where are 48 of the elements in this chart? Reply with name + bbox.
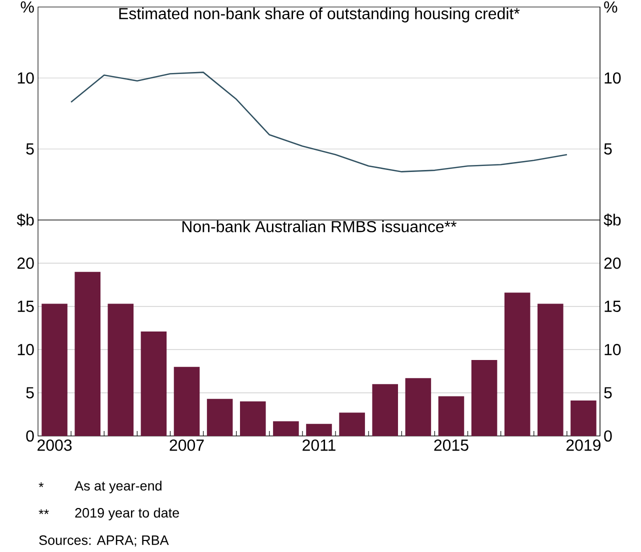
y2-tick-label: 15: [604, 300, 621, 312]
bar: [538, 304, 564, 436]
bar: [471, 360, 498, 436]
y2-tick-label: 10: [604, 344, 621, 356]
bar: [108, 304, 134, 436]
bar: [405, 378, 432, 436]
y-tick-label: 5: [26, 387, 34, 398]
chart-title: Non-bank Australian RMBS issuance**: [182, 220, 457, 232]
y2-tick-label: %: [604, 1, 618, 13]
bar: [372, 384, 398, 436]
text: **: [38, 509, 49, 514]
y-tick-label: %: [20, 1, 34, 13]
chart-title: Estimated non-bank share of outstanding housing credit*: [119, 8, 520, 22]
y2-tick-label: $b: [604, 214, 621, 226]
x-tick-label: 2011: [302, 440, 336, 451]
y2-tick-label: 10: [604, 72, 621, 84]
y2-tick-label: 5: [604, 143, 612, 155]
y-tick-label: $b: [16, 214, 34, 226]
bar: [570, 400, 596, 436]
y-tick-label: 15: [18, 300, 34, 312]
bar: [42, 304, 68, 436]
y2-tick-label: 5: [604, 387, 612, 398]
bar: [438, 396, 464, 436]
y-tick-label: 10: [18, 72, 34, 84]
text: As at year-end: [74, 480, 162, 494]
line-series: [70, 72, 568, 172]
bar: [240, 401, 266, 436]
x-tick-label: 2015: [434, 440, 468, 451]
x-tick-label: 2007: [170, 440, 204, 451]
x-tick-label: 2003: [38, 440, 72, 451]
y2-tick-label: 20: [604, 258, 621, 269]
y-tick-label: 5: [26, 143, 34, 155]
bar: [140, 331, 167, 436]
y-tick-label: 20: [17, 258, 34, 269]
source-note: Sources: APRA; RBA: [39, 535, 169, 547]
text: 2019 year to date: [75, 508, 180, 520]
text: *: [38, 482, 44, 488]
bar: [174, 366, 200, 436]
bar: [306, 424, 332, 436]
bar: [339, 412, 365, 436]
bar: [504, 292, 530, 436]
bar: [206, 398, 233, 436]
bar: [273, 421, 299, 436]
bar: [74, 272, 100, 436]
x-tick-label: 2019: [566, 440, 600, 451]
y-tick-label: 10: [18, 344, 34, 356]
y-tick-label: 0: [26, 430, 34, 442]
y2-tick-label: 0: [604, 430, 612, 442]
